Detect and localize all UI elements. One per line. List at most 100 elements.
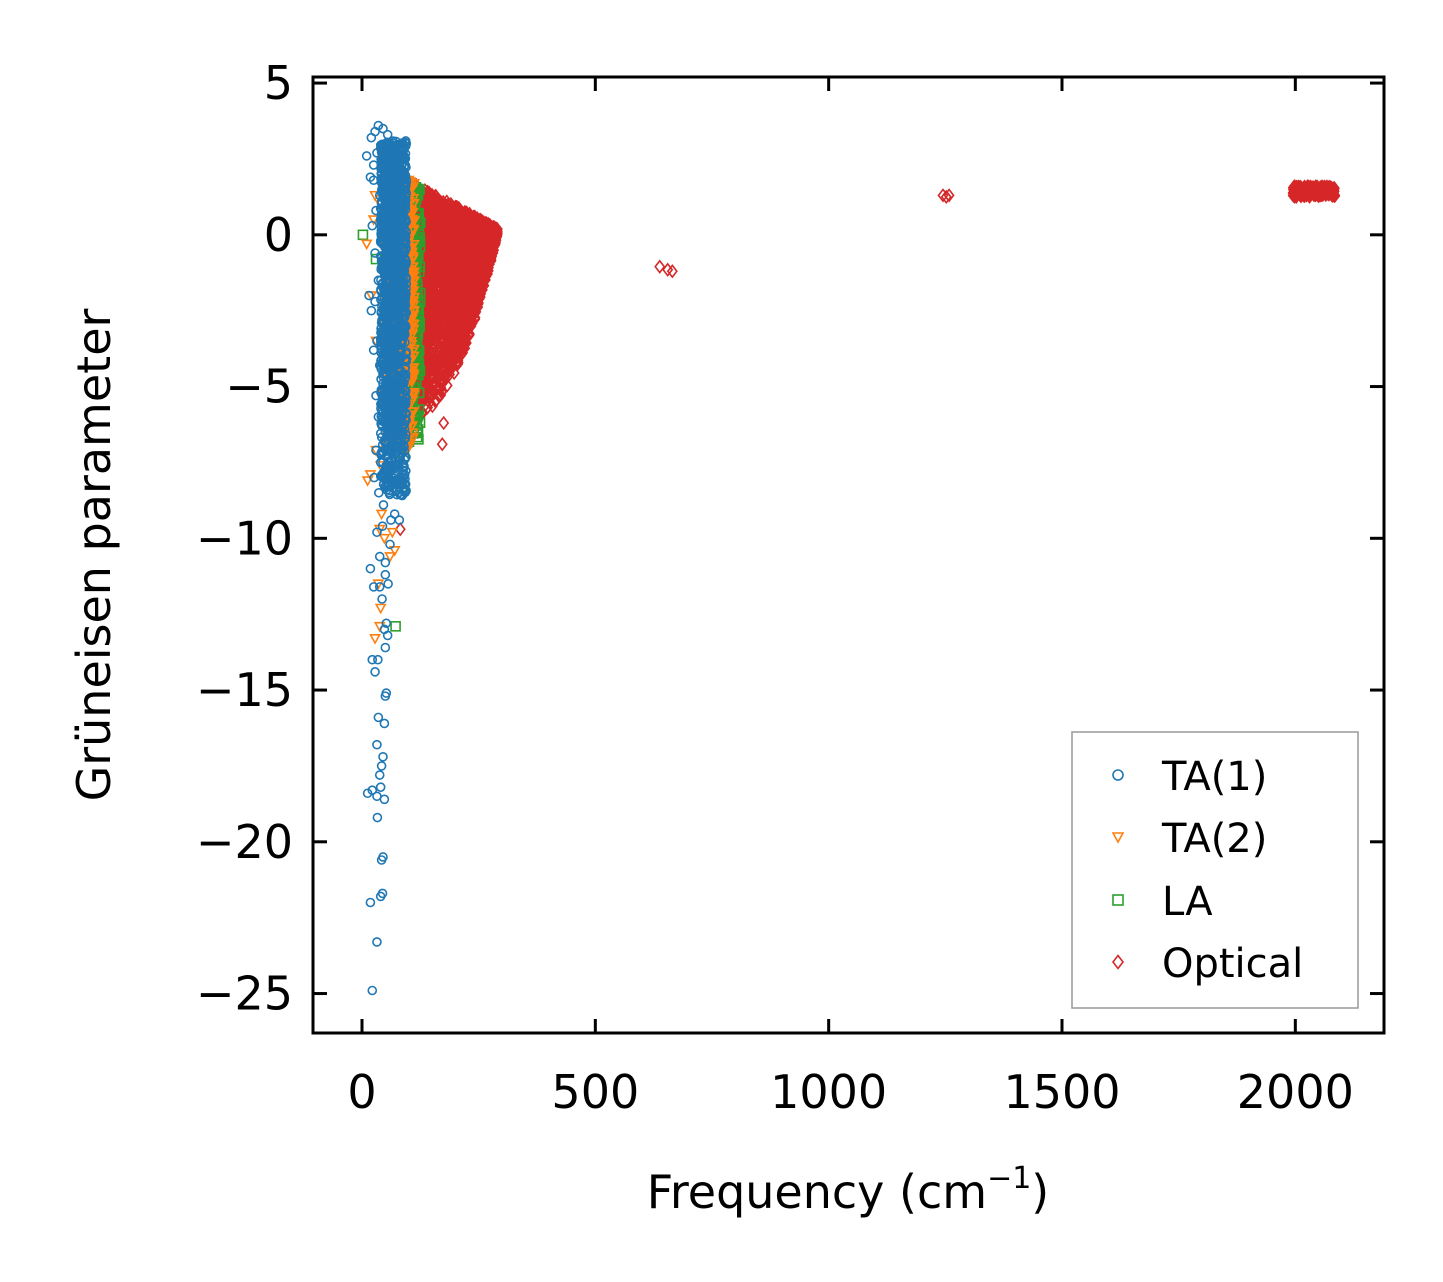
ta-2--band-point (406, 365, 419, 377)
optical-band-point (443, 359, 455, 374)
optical-band-point (421, 308, 433, 323)
optical-band-point (424, 275, 436, 291)
optical-band-point (449, 232, 461, 247)
optical-band-point (460, 302, 472, 318)
optical-band-point (445, 241, 457, 256)
ta-2--point (367, 215, 380, 226)
optical-band-point (425, 329, 437, 344)
optical-band-point (450, 299, 462, 315)
optical-band-point (445, 342, 457, 357)
ta-2--band-point (408, 305, 420, 317)
optical-band-point (429, 245, 441, 260)
la-point (390, 621, 401, 632)
optical-band-point (434, 298, 446, 313)
optical-band-point (1311, 183, 1323, 199)
optical-band-point (459, 271, 471, 287)
optical-point (943, 188, 955, 203)
ta-2--band-point (407, 387, 420, 399)
optical-band-point (485, 236, 497, 251)
optical-band-point (450, 203, 462, 218)
optical-point (436, 437, 448, 452)
optical-band-point (436, 351, 448, 366)
optical-band-point (440, 353, 452, 369)
ta-2--point (384, 552, 396, 563)
optical-band-point (422, 341, 434, 356)
optical-band-point (439, 281, 451, 296)
ta-2--band-point (407, 198, 420, 210)
plot-area (313, 77, 1384, 1033)
optical-band-point (445, 257, 457, 272)
optical-band-point (428, 283, 440, 299)
optical-band-point (436, 293, 448, 309)
optical-band-point (424, 191, 436, 206)
optical-band-point (445, 232, 457, 247)
optical-band-point (1292, 183, 1304, 198)
optical-band-point (458, 260, 470, 276)
optical-band-point (463, 328, 475, 343)
optical-band-point (452, 214, 464, 229)
ta-2--band-point (408, 216, 421, 227)
ta-2--band-point (405, 209, 417, 221)
ta-2--point (407, 193, 420, 205)
optical-band-point (1328, 181, 1340, 196)
la-point (357, 229, 369, 241)
optical-band-point (477, 255, 489, 270)
optical-band-point (431, 193, 443, 208)
series-ta-1- (361, 120, 412, 996)
optical-band-point (451, 287, 463, 302)
optical-band-point (421, 400, 433, 415)
optical-band-point (423, 250, 435, 265)
optical-band-point (450, 276, 462, 291)
optical-band-point (462, 277, 474, 292)
optical-band-point (439, 203, 451, 219)
optical-band-point (474, 216, 486, 231)
optical-point (654, 259, 666, 274)
ta-2--point (361, 476, 374, 487)
ta-2--band-point (407, 432, 420, 444)
optical-band-point (435, 377, 447, 392)
optical-band-point (474, 222, 486, 238)
optical-point (940, 189, 952, 205)
optical-band-point (431, 259, 443, 274)
optical-band-point (432, 266, 444, 281)
optical-band-point (1302, 179, 1314, 194)
ta-2--point (374, 603, 387, 615)
optical-band-point (483, 244, 495, 259)
optical-band-point (430, 298, 443, 313)
ta-2--band-point (406, 224, 419, 236)
optical-band-point (467, 266, 479, 281)
optical-band-point (480, 267, 492, 282)
optical-band-point (1287, 185, 1299, 200)
optical-band-point (436, 233, 448, 248)
optical-band-point (447, 207, 459, 222)
optical-band-point (435, 208, 447, 224)
optical-band-point (441, 323, 453, 338)
optical-band-point (488, 224, 500, 239)
ta-2--band-point (404, 355, 417, 366)
optical-point (394, 522, 406, 537)
optical-band-point (430, 326, 442, 341)
optical-band-point (422, 351, 434, 366)
ta-2--band-point (407, 324, 420, 336)
optical-band-point (470, 237, 482, 253)
ta-2--point (386, 527, 399, 539)
ta-2--point (378, 533, 391, 545)
optical-band-point (449, 292, 461, 307)
optical-band-point (459, 215, 471, 230)
optical-band-point (425, 232, 437, 247)
optical-band-point (1295, 181, 1307, 196)
optical-band-point (472, 297, 484, 312)
optical-band-point (476, 282, 488, 298)
optical-band-point (463, 228, 475, 243)
optical-band-point (461, 239, 473, 254)
optical-band-point (471, 256, 483, 271)
optical-band-point (462, 286, 474, 301)
optical-band-point (429, 394, 441, 409)
optical-point (438, 415, 450, 431)
ta-2--point (369, 634, 381, 645)
optical-band-point (424, 395, 436, 410)
optical-band-point (480, 220, 492, 235)
optical-point (427, 379, 439, 394)
